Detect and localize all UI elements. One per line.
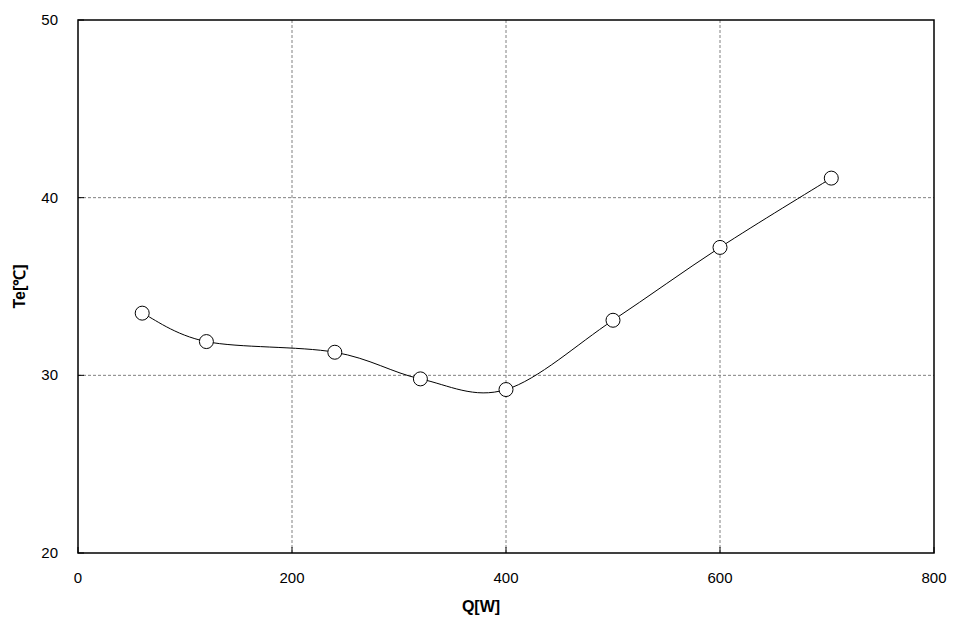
y-tick [78,375,84,376]
x-tick [720,547,721,553]
data-point [499,383,513,397]
x-tick-label: 600 [707,569,732,586]
chart: 0 200 400 600 800 20 30 40 50 Q[W] Te[℃] [0,0,954,625]
y-tick [78,197,84,198]
grid-line [292,20,293,553]
data-point [199,335,213,349]
data-point [824,171,838,185]
data-point [135,306,149,320]
data-point [606,313,620,327]
x-axis-label: Q[W] [462,598,500,615]
y-tick-label: 40 [41,189,58,206]
x-tick [506,547,507,553]
grid-line [78,197,934,198]
grid-line [78,375,934,376]
series-line [142,178,831,393]
x-tick-label: 800 [921,569,946,586]
x-tick [292,547,293,553]
y-tick-label: 30 [41,366,58,383]
x-tick-label: 200 [279,569,304,586]
data-point [413,372,427,386]
x-tick-label: 0 [74,569,82,586]
data-point [713,240,727,254]
background [0,0,954,625]
grid-line [720,20,721,553]
data-point [328,345,342,359]
y-tick-label: 20 [41,544,58,561]
series [135,171,838,396]
y-axis-label: Te[℃] [11,264,28,308]
grid-line [506,20,507,553]
y-tick-label: 50 [41,11,58,28]
plot-frame [78,20,934,553]
x-tick-label: 400 [493,569,518,586]
